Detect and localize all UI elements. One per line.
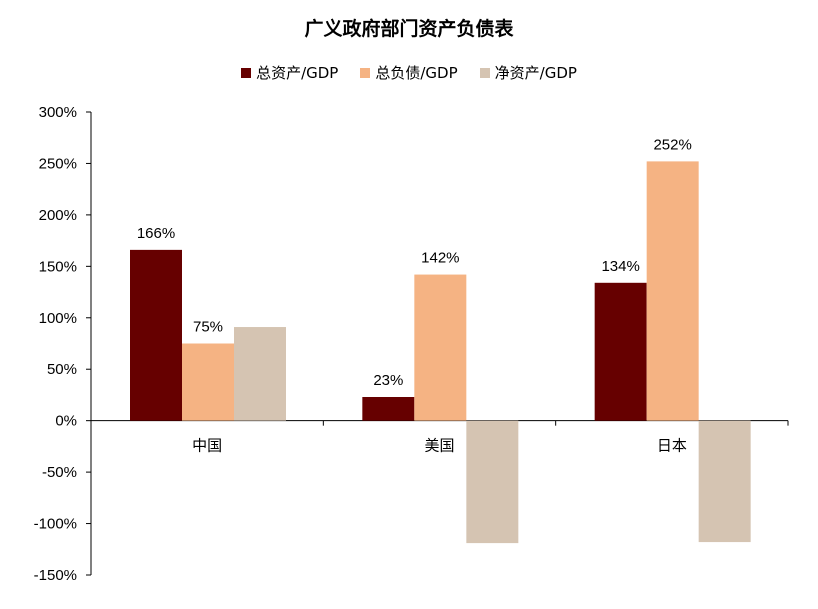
- bar-3-2: [466, 420, 519, 544]
- chart-title: 广义政府部门资产负债表: [304, 18, 514, 40]
- legend-label-total-liabilities: 总负债/GDP: [375, 64, 458, 82]
- x-category-label: 美国: [424, 437, 454, 455]
- legend-label-total-assets: 总资产/GDP: [256, 64, 339, 82]
- bar-1-2: [362, 397, 415, 421]
- y-tick-label: 150%: [39, 258, 77, 275]
- y-tick-label: -150%: [34, 567, 77, 584]
- bar-3-1: [234, 327, 286, 421]
- data-label: 23%: [373, 372, 403, 389]
- y-tick-label: 300%: [39, 104, 77, 121]
- data-label: 142%: [421, 250, 459, 267]
- legend-item-net-assets: 净资产/GDP: [479, 62, 577, 83]
- bar-2-3: [646, 161, 699, 421]
- data-label: 166%: [137, 225, 175, 242]
- y-tick-label: 0%: [55, 413, 77, 430]
- legend-swatch-total-liabilities: [360, 67, 371, 78]
- y-tick-label: 200%: [39, 207, 77, 224]
- legend-label-net-assets: 净资产/GDP: [494, 64, 577, 82]
- bar-2-2: [414, 274, 467, 421]
- bar-1-3: [594, 282, 647, 421]
- legend-item-total-assets: 总资产/GDP: [241, 62, 338, 83]
- x-category-label: 中国: [192, 437, 222, 455]
- y-tick-label: 50%: [47, 361, 77, 378]
- data-label: 252%: [653, 136, 691, 153]
- y-tick-label: -100%: [34, 516, 77, 533]
- data-label: 134%: [601, 258, 639, 275]
- legend: 总资产/GDP 总负债/GDP 净资产/GDP: [0, 62, 818, 83]
- legend-item-total-liabilities: 总负债/GDP: [360, 62, 458, 83]
- legend-swatch-total-assets: [241, 67, 252, 78]
- bar-1-1: [130, 249, 182, 421]
- y-tick-label: 100%: [39, 310, 77, 327]
- bar-2-1: [182, 343, 234, 421]
- bar-3-3: [698, 420, 751, 543]
- legend-swatch-net-assets: [479, 67, 490, 78]
- data-label: 75%: [193, 319, 223, 336]
- x-category-label: 日本: [657, 437, 687, 455]
- y-tick-label: -50%: [42, 464, 77, 481]
- y-tick-label: 250%: [39, 155, 77, 172]
